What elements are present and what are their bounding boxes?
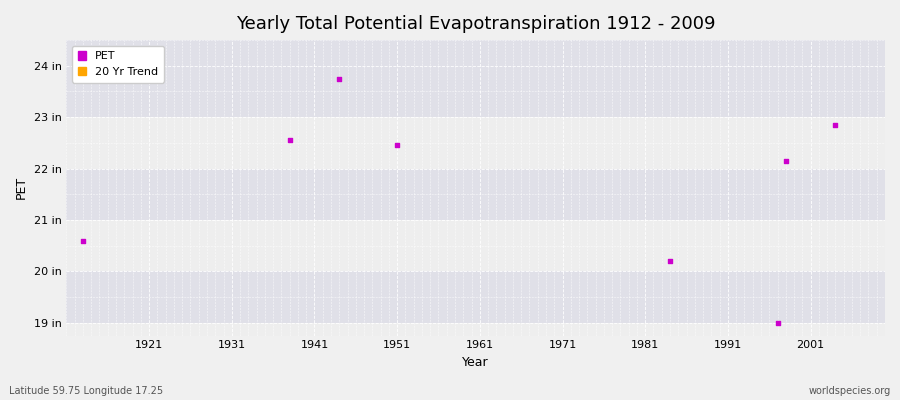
Bar: [67, 168, 885, 220]
Bar: [67, 220, 885, 271]
Point: [662, 258, 677, 264]
Bar: [67, 40, 885, 66]
Bar: [67, 323, 885, 336]
X-axis label: Year: Year: [463, 356, 489, 369]
Bar: [67, 271, 885, 323]
Point: [828, 122, 842, 128]
Bar: [67, 66, 885, 117]
Title: Yearly Total Potential Evapotranspiration 1912 - 2009: Yearly Total Potential Evapotranspiratio…: [236, 15, 716, 33]
Point: [778, 158, 793, 164]
Point: [283, 137, 297, 144]
Bar: [67, 117, 885, 168]
Text: worldspecies.org: worldspecies.org: [809, 386, 891, 396]
Y-axis label: PET: PET: [15, 176, 28, 200]
Legend: PET, 20 Yr Trend: PET, 20 Yr Trend: [72, 46, 164, 82]
Text: Latitude 59.75 Longitude 17.25: Latitude 59.75 Longitude 17.25: [9, 386, 163, 396]
Point: [332, 76, 347, 82]
Point: [390, 142, 404, 149]
Point: [770, 320, 785, 326]
Point: [76, 237, 90, 244]
